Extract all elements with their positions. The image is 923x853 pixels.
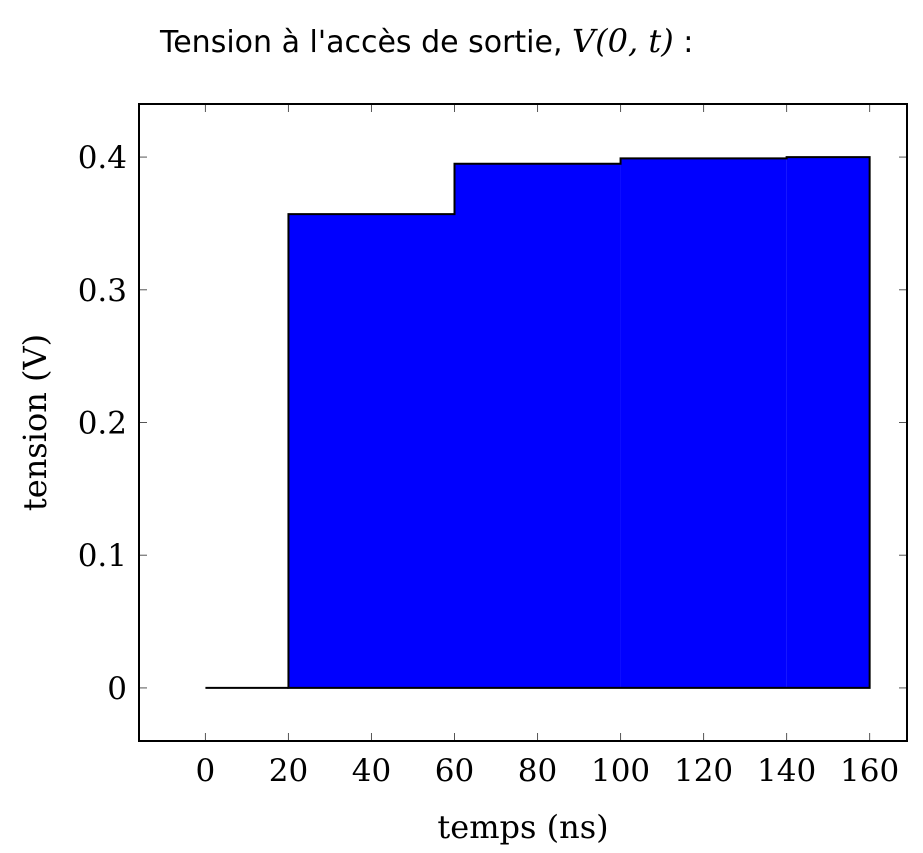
series-step-area bbox=[288, 214, 455, 688]
y-tick-label: 0.2 bbox=[78, 406, 127, 442]
chart-title-math: V(0, t) bbox=[572, 22, 674, 60]
series-outline bbox=[287, 156, 871, 689]
series-step-area bbox=[786, 157, 870, 688]
y-tick-label: 0 bbox=[107, 671, 127, 707]
series-step-area bbox=[620, 158, 787, 688]
y-tick-label: 0.1 bbox=[78, 538, 127, 574]
x-tick-label: 160 bbox=[840, 753, 899, 789]
x-axis-ticks: 0 20 40 60 80 100 120 140 160 bbox=[196, 104, 899, 789]
chart-title: Tension à l'accès de sortie, V(0, t) : bbox=[159, 22, 693, 60]
x-tick-label: 140 bbox=[757, 753, 816, 789]
x-tick-label: 80 bbox=[518, 753, 557, 789]
plot-area bbox=[205, 156, 871, 689]
x-tick-label: 40 bbox=[352, 753, 391, 789]
x-tick-label: 100 bbox=[591, 753, 650, 789]
x-tick-label: 0 bbox=[196, 753, 216, 789]
x-tick-label: 20 bbox=[269, 753, 308, 789]
chart-title-suffix: : bbox=[674, 25, 694, 60]
y-axis-label: tension (V) bbox=[16, 334, 54, 511]
chart-title-prefix: Tension à l'accès de sortie, bbox=[159, 25, 572, 60]
y-tick-label: 0.4 bbox=[78, 140, 127, 176]
plot-frame bbox=[138, 103, 908, 742]
series-step-area bbox=[454, 163, 621, 688]
x-tick-label: 60 bbox=[435, 753, 474, 789]
x-tick-label: 120 bbox=[674, 753, 733, 789]
x-axis-label: temps (ns) bbox=[437, 808, 608, 846]
y-tick-label: 0.3 bbox=[78, 273, 127, 309]
y-axis-ticks: 0 0.1 0.2 0.3 0.4 bbox=[78, 140, 907, 707]
